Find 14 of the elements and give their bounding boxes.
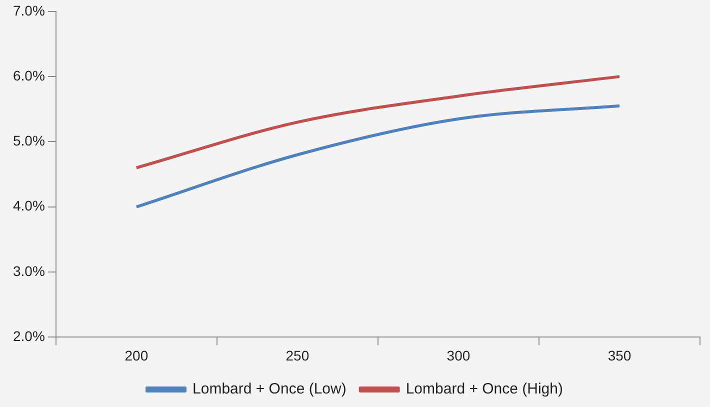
x-tick-label: 200 [124,347,148,364]
y-tick-label: 6.0% [12,67,45,84]
y-tick-label: 2.0% [12,328,45,344]
x-tick-label: 250 [286,347,310,364]
y-tick-label: 7.0% [12,2,45,18]
x-tick-label: 350 [608,347,632,364]
y-tick-label: 5.0% [12,132,45,149]
x-tick-label: 300 [446,347,470,364]
y-tick-label: 3.0% [12,262,45,279]
y-tick-label: 4.0% [12,198,45,214]
legend-label: Lombard + Once (Low) [192,380,346,398]
legend-label: Lombard + Once (High) [406,380,563,398]
line-series [134,104,621,208]
line-series [134,75,621,170]
